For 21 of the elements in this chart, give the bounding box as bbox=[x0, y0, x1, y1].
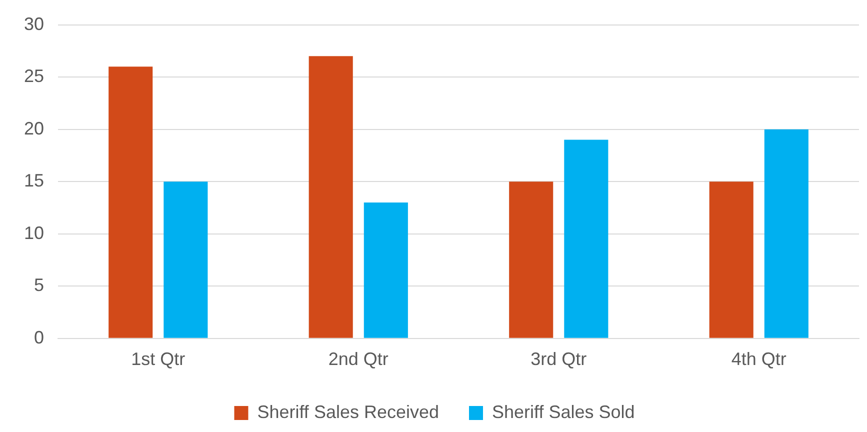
x-tick-label: 4th Qtr bbox=[731, 349, 786, 370]
y-tick-label: 15 bbox=[24, 170, 44, 191]
legend-label: Sheriff Sales Received bbox=[257, 402, 440, 422]
y-tick-label: 0 bbox=[34, 327, 44, 348]
bar bbox=[564, 140, 608, 338]
y-tick-label: 20 bbox=[24, 118, 44, 138]
bar bbox=[509, 182, 554, 338]
y-tick-label: 10 bbox=[24, 222, 44, 243]
x-tick-label: 1st Qtr bbox=[131, 349, 186, 370]
bar bbox=[164, 182, 208, 338]
y-tick-label: 30 bbox=[24, 14, 44, 34]
legend-label: Sheriff Sales Sold bbox=[492, 402, 635, 422]
bar bbox=[308, 56, 353, 338]
bar bbox=[108, 66, 153, 338]
y-tick-label: 5 bbox=[34, 275, 44, 296]
bar bbox=[364, 202, 408, 338]
x-tick-label: 2nd Qtr bbox=[328, 349, 388, 370]
y-tick-label: 25 bbox=[24, 66, 44, 86]
bar bbox=[764, 129, 808, 338]
x-tick-label: 3rd Qtr bbox=[530, 349, 587, 370]
bar bbox=[709, 182, 754, 338]
